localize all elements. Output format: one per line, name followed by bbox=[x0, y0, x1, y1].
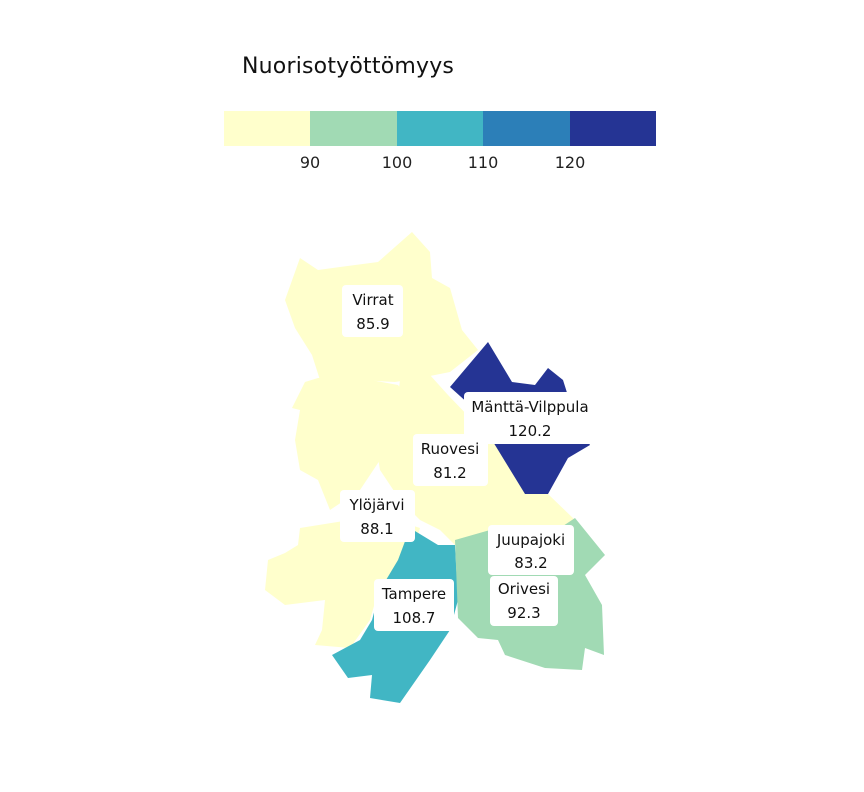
label-ylojarvi-value: 88.1 bbox=[360, 520, 393, 538]
label-ylojarvi-name: Ylöjärvi bbox=[348, 496, 404, 514]
label-tampere: Tampere 108.7 bbox=[374, 579, 454, 631]
legend-bin-1 bbox=[224, 111, 311, 146]
region-western-yellow[interactable] bbox=[292, 378, 412, 510]
label-mantta-vilppula-name: Mänttä-Vilppula bbox=[471, 398, 588, 416]
legend-tick-90: 90 bbox=[299, 153, 321, 172]
label-ruovesi: Ruovesi 81.2 bbox=[413, 434, 488, 486]
label-orivesi-value: 92.3 bbox=[507, 604, 540, 622]
legend-tick-110: 110 bbox=[467, 153, 499, 172]
label-orivesi-name: Orivesi bbox=[498, 580, 550, 598]
label-juupajoki-name: Juupajoki bbox=[496, 531, 565, 549]
label-mantta-vilppula-value: 120.2 bbox=[509, 422, 552, 440]
label-ruovesi-value: 81.2 bbox=[433, 464, 466, 482]
region-ylojarvi[interactable] bbox=[265, 520, 420, 648]
legend-color-scale bbox=[224, 111, 657, 146]
label-virrat-value: 85.9 bbox=[356, 315, 389, 333]
label-juupajoki: Juupajoki 83.2 bbox=[488, 525, 574, 575]
legend-bin-4 bbox=[483, 111, 570, 146]
label-juupajoki-value: 83.2 bbox=[514, 554, 547, 572]
legend-bin-3 bbox=[396, 111, 484, 146]
legend-tick-120: 120 bbox=[554, 153, 586, 172]
legend-bin-2 bbox=[310, 111, 397, 146]
legend-bin-5 bbox=[569, 111, 657, 146]
label-virrat: Virrat 85.9 bbox=[342, 285, 403, 337]
legend-title: Nuorisotyöttömyys bbox=[242, 54, 455, 79]
label-mantta-vilppula: Mänttä-Vilppula 120.2 bbox=[464, 392, 597, 444]
label-virrat-name: Virrat bbox=[352, 291, 393, 309]
label-ruovesi-name: Ruovesi bbox=[421, 440, 480, 458]
label-tampere-value: 108.7 bbox=[393, 609, 436, 627]
legend-tick-100: 100 bbox=[381, 153, 413, 172]
label-ylojarvi: Ylöjärvi 88.1 bbox=[340, 490, 415, 542]
label-tampere-name: Tampere bbox=[381, 585, 446, 603]
label-orivesi: Orivesi 92.3 bbox=[490, 576, 558, 626]
